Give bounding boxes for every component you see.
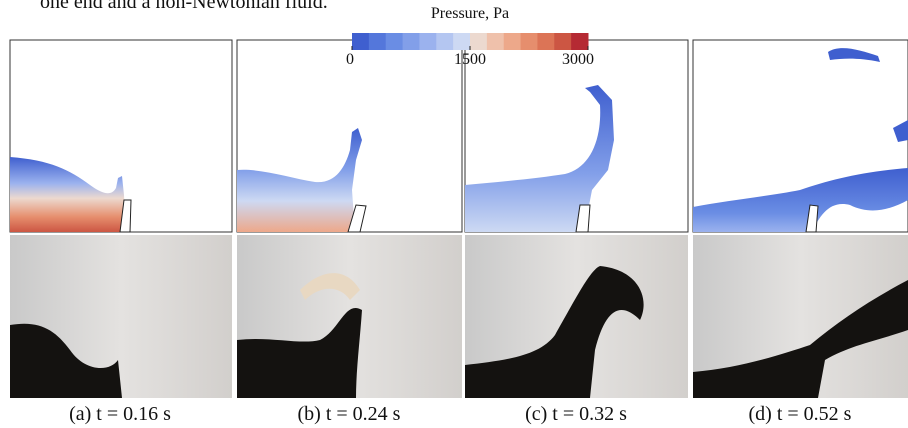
gate xyxy=(575,204,591,233)
colorbar-step xyxy=(385,33,404,50)
gate xyxy=(805,204,819,233)
caption: (c) t = 0.32 s xyxy=(525,403,627,425)
fluid xyxy=(10,157,126,232)
simulation-panels xyxy=(9,39,908,233)
photo-panels xyxy=(10,235,908,398)
photo-fluid xyxy=(237,307,362,398)
colorbar-step xyxy=(352,33,370,50)
colorbar-step xyxy=(470,33,488,50)
colorbar-step xyxy=(571,33,589,50)
colorbar-step xyxy=(453,33,471,50)
photo-splash xyxy=(300,273,360,300)
photo-fluid xyxy=(693,280,908,398)
caption: (b) t = 0.24 s xyxy=(298,403,401,425)
captions: (a) t = 0.16 s (b) t = 0.24 s (c) t = 0.32… xyxy=(69,403,852,425)
photo-fluid xyxy=(10,323,122,398)
fluid xyxy=(237,128,362,232)
colorbar-step xyxy=(537,33,555,50)
colorbar-step xyxy=(486,33,505,50)
colorbar-step xyxy=(419,33,437,50)
header-fragment: one end and a non-Newtonian fluid. xyxy=(40,0,328,13)
colorbar-tick-label: 3000 xyxy=(562,51,594,68)
colorbar-step xyxy=(402,33,420,50)
colorbar-tick-label: 1500 xyxy=(454,51,486,68)
droplets xyxy=(828,48,908,142)
caption: (a) t = 0.16 s xyxy=(69,403,171,425)
colorbar-step xyxy=(436,33,454,50)
gate xyxy=(119,199,132,233)
caption: (d) t = 0.52 s xyxy=(749,403,852,425)
colorbar-step xyxy=(368,33,387,50)
fluid xyxy=(465,85,614,232)
colorbar-tick-label: 0 xyxy=(346,51,354,68)
gate xyxy=(347,204,367,233)
colorbar-step xyxy=(554,33,572,50)
colorbar-step xyxy=(503,33,522,50)
colorbar-step xyxy=(520,33,538,50)
colorbar-label: Pressure, Pa xyxy=(431,5,509,22)
colorbar: 0 1500 3000 xyxy=(346,33,594,68)
fluid xyxy=(693,168,908,232)
photo-fluid xyxy=(465,266,644,398)
